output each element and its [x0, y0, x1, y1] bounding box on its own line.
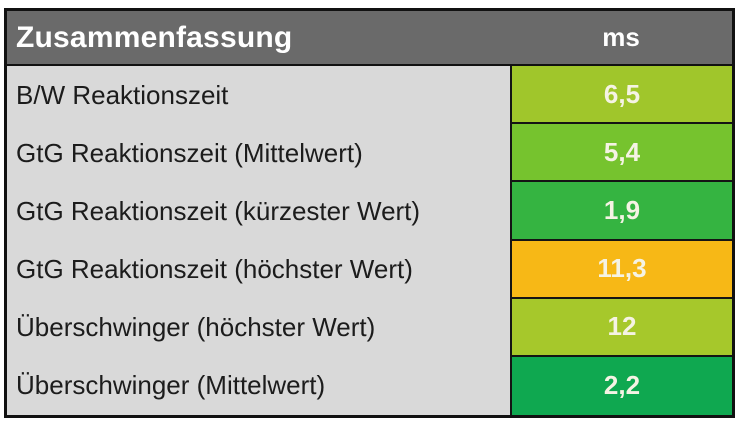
metric-value-cell: 6,5 — [510, 66, 732, 125]
table-row: Überschwinger (Mittelwert) 2,2 — [7, 356, 732, 416]
table-header-row: Zusammenfassung ms — [7, 11, 732, 66]
unit-column-header: ms — [602, 22, 640, 52]
metric-label: GtG Reaktionszeit (kürzester Wert) — [7, 182, 510, 241]
metric-label: Überschwinger (höchster Wert) — [7, 298, 510, 357]
metric-value-cell: 5,4 — [510, 124, 732, 183]
table-row: GtG Reaktionszeit (kürzester Wert) 1,9 — [7, 182, 732, 241]
metric-label: B/W Reaktionszeit — [7, 66, 510, 125]
metric-label: GtG Reaktionszeit (höchster Wert) — [7, 240, 510, 299]
metric-label: GtG Reaktionszeit (Mittelwert) — [7, 124, 510, 183]
metric-label: Überschwinger (Mittelwert) — [7, 356, 510, 416]
metric-value-cell: 1,9 — [510, 182, 732, 241]
table-row: Überschwinger (höchster Wert) 12 — [7, 298, 732, 357]
table-row: GtG Reaktionszeit (höchster Wert) 11,3 — [7, 240, 732, 299]
metric-value-cell: 12 — [510, 298, 732, 357]
table-body: B/W Reaktionszeit 6,5 GtG Reaktionszeit … — [7, 66, 732, 416]
table-row: GtG Reaktionszeit (Mittelwert) 5,4 — [7, 124, 732, 183]
table-row: B/W Reaktionszeit 6,5 — [7, 66, 732, 125]
summary-table: Zusammenfassung ms B/W Reaktionszeit 6,5… — [4, 8, 735, 418]
table-title: Zusammenfassung — [16, 20, 293, 54]
metric-value-cell: 11,3 — [510, 240, 732, 299]
metric-value-cell: 2,2 — [510, 356, 732, 416]
